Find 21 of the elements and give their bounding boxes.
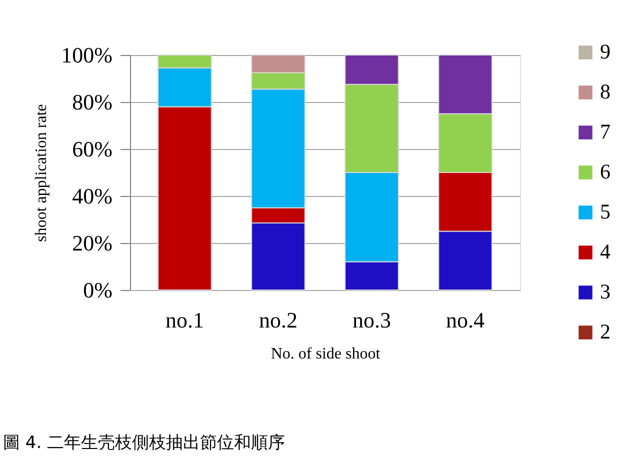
legend-label: 4 bbox=[600, 240, 611, 264]
y-tick-label: 0% bbox=[83, 278, 112, 302]
y-tick-label: 40% bbox=[72, 184, 112, 208]
x-axis-title: No. of side shoot bbox=[270, 346, 381, 362]
y-axis-title: shoot application rate bbox=[33, 104, 50, 242]
legend-label: 9 bbox=[600, 40, 610, 64]
x-tick-label: no.2 bbox=[258, 308, 298, 332]
x-tick-label: no.3 bbox=[352, 308, 392, 332]
legend-label: 2 bbox=[600, 320, 610, 344]
x-tick-label: no.1 bbox=[165, 308, 204, 332]
caption: 圖 4. 二年生壳枝側枝抽出節位和順序 bbox=[3, 433, 286, 453]
legend-label: 6 bbox=[600, 160, 610, 184]
legend-label: 3 bbox=[600, 280, 610, 304]
legend-label: 7 bbox=[600, 120, 610, 144]
y-tick-label: 100% bbox=[61, 42, 112, 68]
y-tick-label: 20% bbox=[72, 230, 112, 256]
legend-label: 5 bbox=[600, 200, 610, 224]
y-tick-label: 60% bbox=[72, 136, 112, 162]
x-tick-label: no.4 bbox=[446, 308, 485, 332]
y-tick-label: 80% bbox=[72, 90, 112, 114]
legend-label: 8 bbox=[600, 80, 610, 104]
